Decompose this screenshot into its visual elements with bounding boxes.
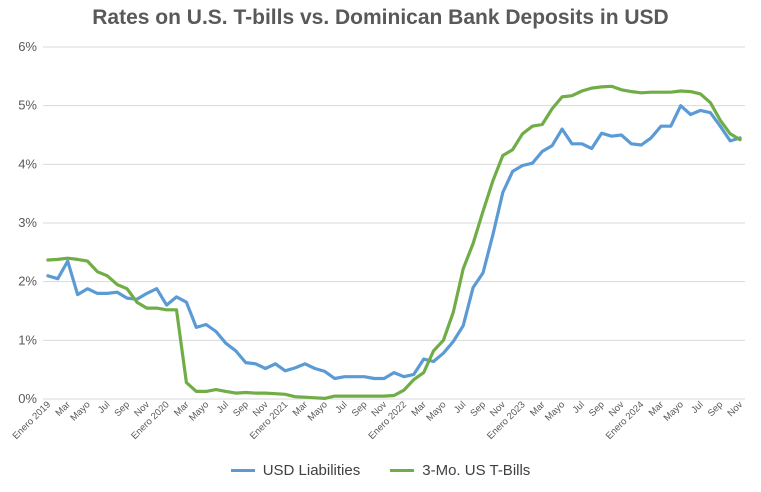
x-tick-label: Sep <box>706 399 726 419</box>
x-tick-label: Sep <box>350 399 370 419</box>
y-tick-label: 3% <box>18 215 37 230</box>
x-tick-label: Mayo <box>306 399 330 423</box>
x-tick-label: Sep <box>112 399 132 419</box>
series-line-tbills[interactable] <box>46 84 742 400</box>
y-tick-label: 2% <box>18 274 37 289</box>
legend-label-usd-liabilities: USD Liabilities <box>262 462 361 479</box>
chart-title: Rates on U.S. T-bills vs. Dominican Bank… <box>92 6 669 29</box>
gridlines <box>43 46 745 400</box>
x-tick-label: Sep <box>231 399 251 419</box>
series-line-usd-liabilities[interactable] <box>46 104 742 381</box>
x-tick-label: Mayo <box>187 399 211 423</box>
y-tick-label: 0% <box>18 391 37 406</box>
y-tick-label: 6% <box>18 39 37 54</box>
legend-item-tbills[interactable]: 3-Mo. US T-Bills <box>390 462 530 479</box>
legend-swatch-tbills <box>390 469 415 472</box>
x-tick-label: Mayo <box>424 399 448 423</box>
x-tick-label: Jul <box>689 399 705 415</box>
x-tick-label: Sep <box>587 399 607 419</box>
x-tick-label: Mayo <box>662 399 686 423</box>
x-tick-label: Nov <box>725 399 745 419</box>
legend: USD Liabilities 3-Mo. US T-Bills <box>0 462 761 479</box>
legend-label-tbills: 3-Mo. US T-Bills <box>422 462 531 479</box>
legend-swatch-usd-liabilities <box>230 469 255 472</box>
y-tick-label: 4% <box>18 156 37 171</box>
x-tick-label: Jul <box>571 399 587 415</box>
y-tick-label: 5% <box>18 98 37 113</box>
x-tick-label: Jul <box>333 399 349 415</box>
y-tick-label: 1% <box>18 332 37 347</box>
x-tick-label: Mayo <box>68 399 92 423</box>
legend-item-usd-liabilities[interactable]: USD Liabilities <box>230 462 361 479</box>
y-axis: 0% 1% 2% 3% 4% 5% 6% <box>18 39 37 406</box>
x-tick-label: Jul <box>452 399 468 415</box>
series-lines <box>46 84 742 400</box>
x-tick-label: Jul <box>96 399 112 415</box>
x-tick-label: Sep <box>468 399 488 419</box>
x-tick-label: Jul <box>215 399 231 415</box>
x-tick-label: Mayo <box>543 399 567 423</box>
